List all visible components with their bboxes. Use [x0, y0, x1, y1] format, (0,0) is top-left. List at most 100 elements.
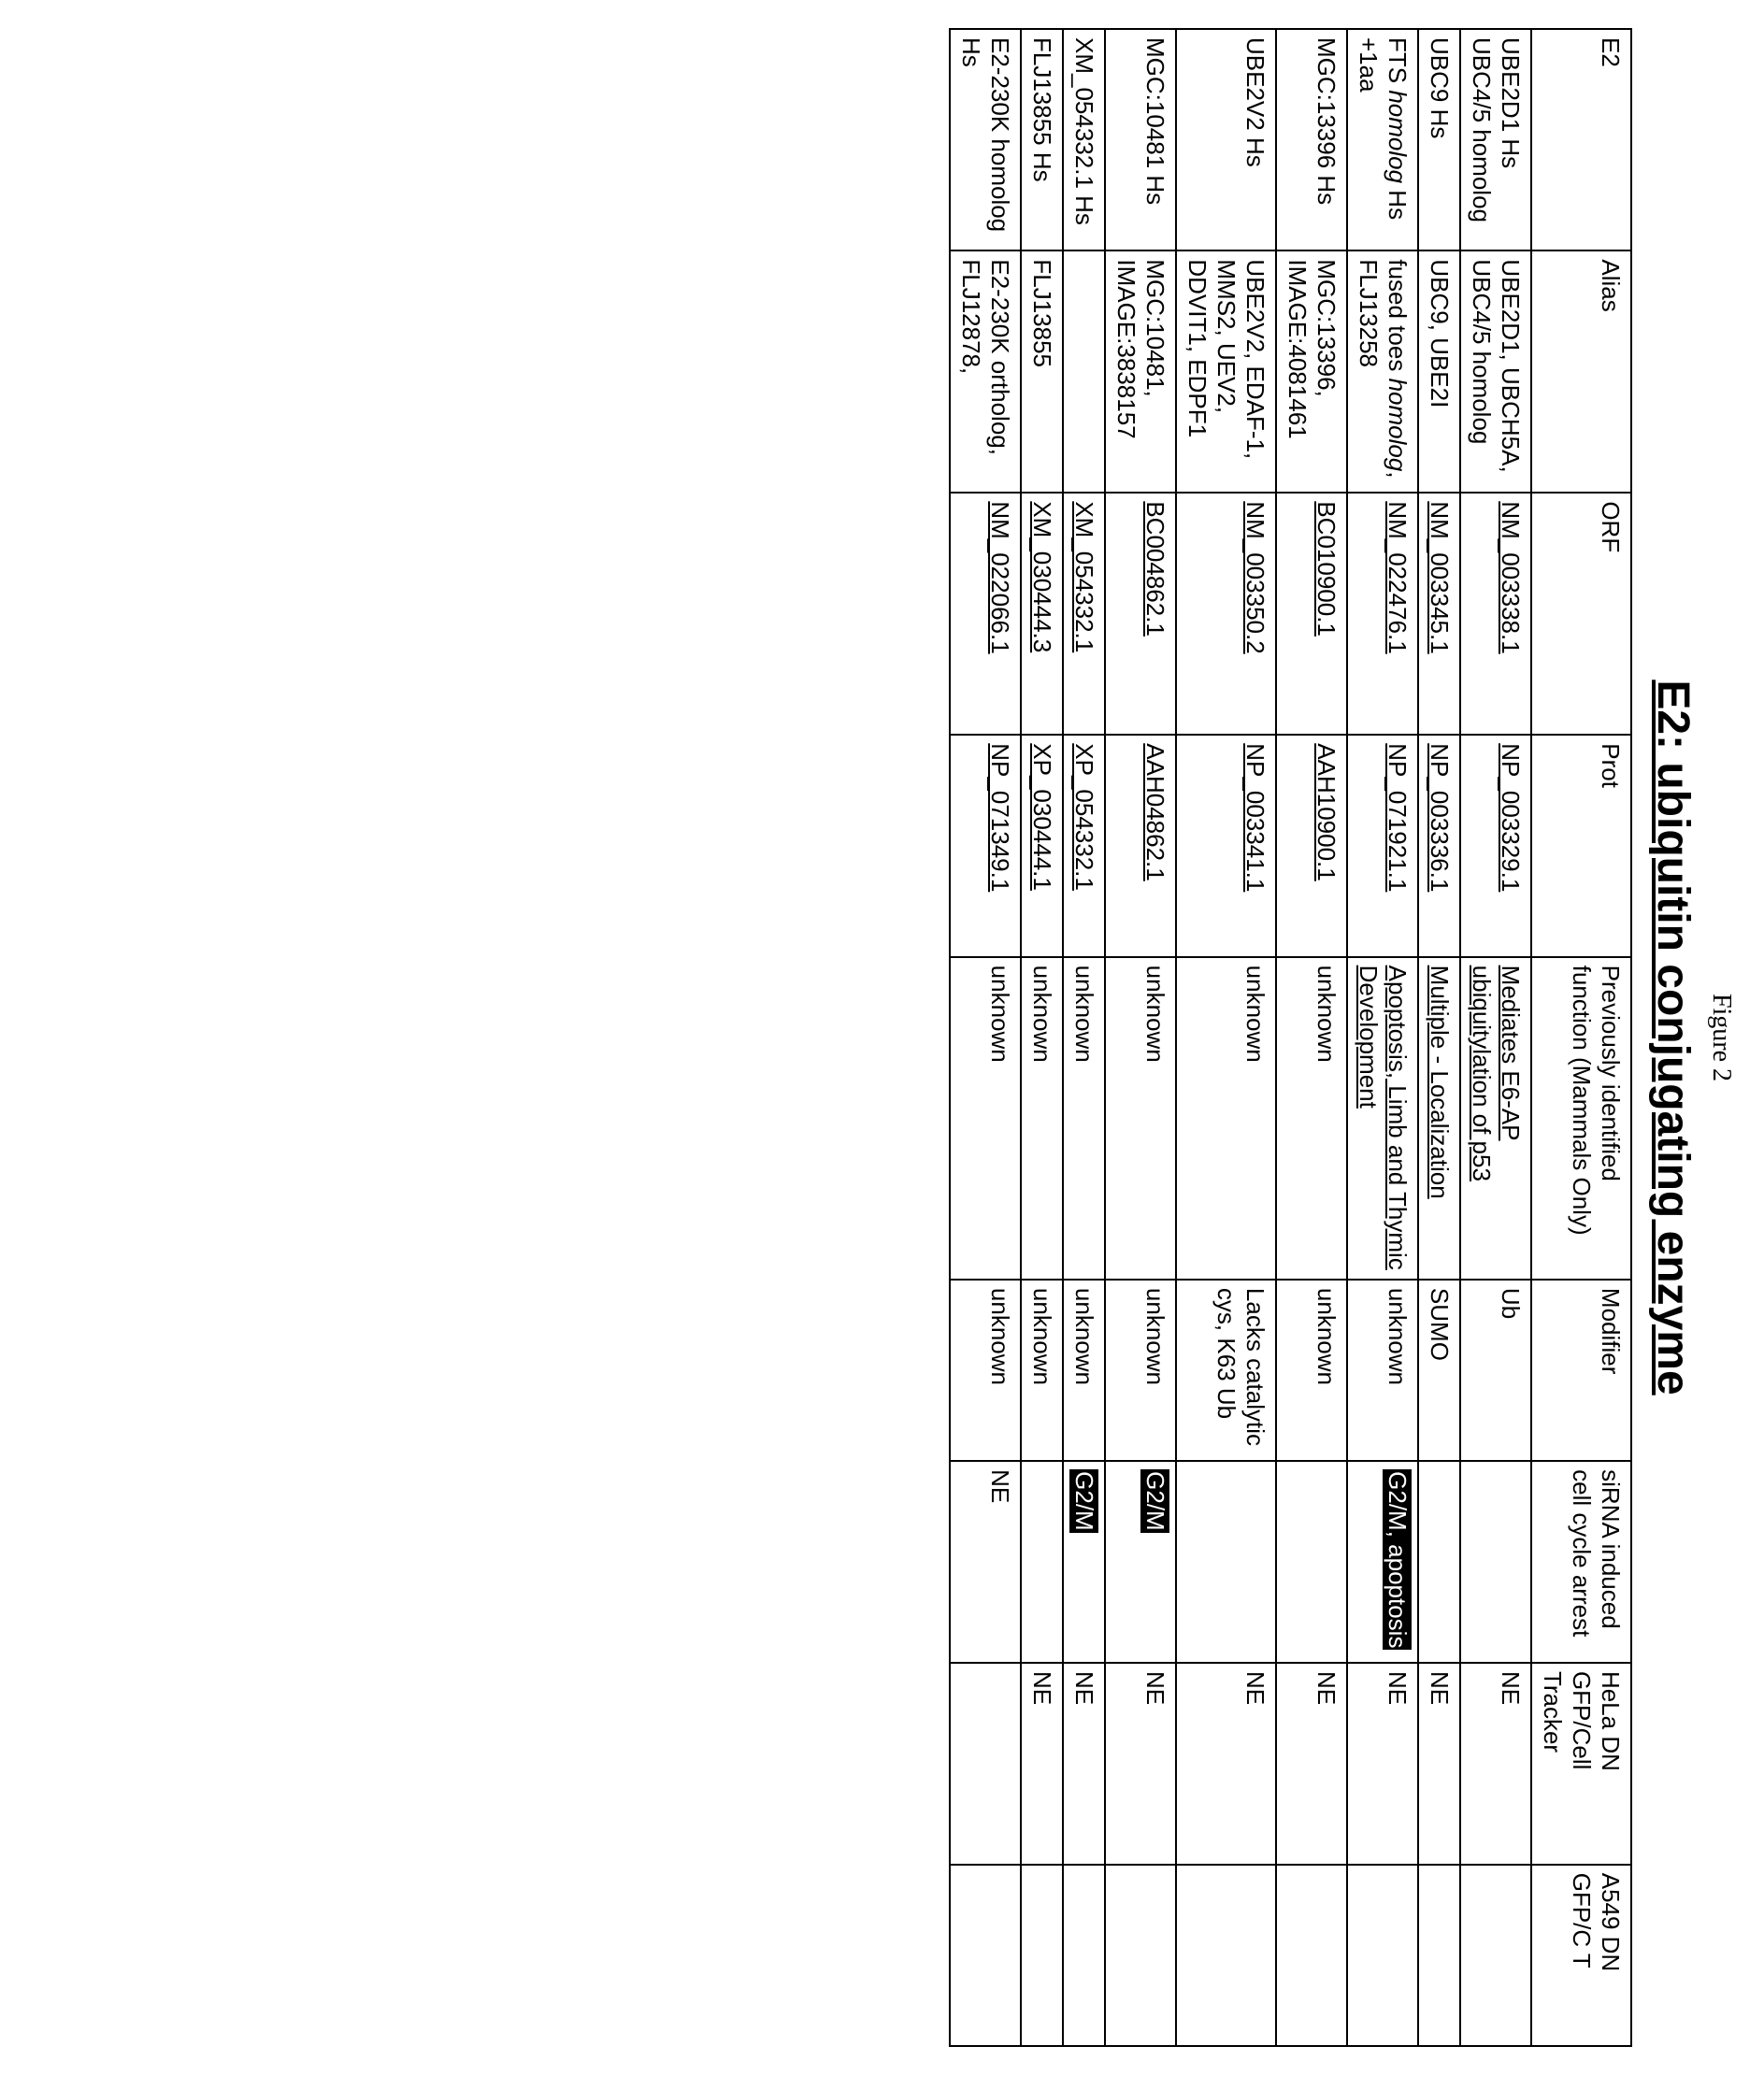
cell-modifier: Ub [1460, 1280, 1531, 1461]
table-row: MGC:10481 HsMGC:10481, IMAGE:3838157BC00… [1105, 29, 1176, 2046]
cell-a549 [1418, 1865, 1460, 2046]
cell-e2: UBE2D1 Hs UBC4/5 homolog [1460, 29, 1531, 250]
cell-orf: BC010900.1 [1276, 493, 1347, 735]
cell-a549 [1176, 1865, 1276, 2046]
cell-e2: E2-230K homolog Hs [950, 29, 1021, 250]
cell-modifier: unknown [1021, 1280, 1063, 1461]
table-row: FTS homolog Hs +1aafused toes homolog, F… [1347, 29, 1418, 2046]
col-sirna: siRNA induced cell cycle arrest [1531, 1461, 1631, 1663]
cell-alias: UBE2D1, UBCH5A, UBC4/5 homolog [1460, 250, 1531, 493]
cell-func: unknown [1063, 957, 1105, 1280]
cell-modifier: unknown [1276, 1280, 1347, 1461]
cell-func: Multiple - Localization [1418, 957, 1460, 1280]
table-row: MGC:13396 HsMGC:13396, IMAGE:4081461BC01… [1276, 29, 1347, 2046]
cell-e2: FTS homolog Hs +1aa [1347, 29, 1418, 250]
cell-orf: NM_022066.1 [950, 493, 1021, 735]
table-title: E2: ubiquitin conjugating enzyme [1647, 28, 1699, 2047]
cell-func: Apoptosis, Limb and Thymic Development [1347, 957, 1418, 1280]
cell-prot: XP_054332.1 [1063, 735, 1105, 956]
col-func: Previously identified function (Mammals … [1531, 957, 1631, 1280]
cell-sirna [1418, 1461, 1460, 1663]
cell-sirna [1276, 1461, 1347, 1663]
cell-prot: AAH04862.1 [1105, 735, 1176, 956]
cell-func: unknown [1021, 957, 1063, 1280]
cell-orf: NM_022476.1 [1347, 493, 1418, 735]
cell-a549 [1460, 1865, 1531, 2046]
cell-a549 [1276, 1865, 1347, 2046]
cell-sirna: G2/M, apoptosis [1347, 1461, 1418, 1663]
cell-alias: FLJ13855 [1021, 250, 1063, 493]
cell-orf: NM_003338.1 [1460, 493, 1531, 735]
cell-func: Mediates E6-AP ubiquitylation of p53 [1460, 957, 1531, 1280]
cell-prot: AAH10900.1 [1276, 735, 1347, 956]
cell-a549 [950, 1865, 1021, 2046]
cell-alias [1063, 250, 1105, 493]
cell-hela: NE [1276, 1663, 1347, 1865]
cell-hela: NE [1105, 1663, 1176, 1865]
cell-prot: NP_071921.1 [1347, 735, 1418, 956]
cell-prot: NP_003336.1 [1418, 735, 1460, 956]
e2-table: E2 Alias ORF Prot Previously identified … [949, 28, 1632, 2047]
table-row: FLJ13855 HsFLJ13855XM_030444.3XP_030444.… [1021, 29, 1063, 2046]
cell-sirna [1460, 1461, 1531, 1663]
col-prot: Prot [1531, 735, 1631, 956]
cell-a549 [1105, 1865, 1176, 2046]
cell-e2: UBE2V2 Hs [1176, 29, 1276, 250]
cell-orf: XM_030444.3 [1021, 493, 1063, 735]
cell-a549 [1063, 1865, 1105, 2046]
cell-alias: UBE2V2, EDAF-1, MMS2, UEV2, DDVIT1, EDPF… [1176, 250, 1276, 493]
col-alias: Alias [1531, 250, 1631, 493]
cell-hela: NE [1418, 1663, 1460, 1865]
cell-modifier: unknown [1063, 1280, 1105, 1461]
cell-e2: UBC9 Hs [1418, 29, 1460, 250]
table-row: UBE2D1 Hs UBC4/5 homologUBE2D1, UBCH5A, … [1460, 29, 1531, 2046]
cell-orf: BC004862.1 [1105, 493, 1176, 735]
cell-modifier: Lacks catalytic cys, K63 Ub [1176, 1280, 1276, 1461]
cell-orf: NM_003345.1 [1418, 493, 1460, 735]
cell-prot: NP_003341.1 [1176, 735, 1276, 956]
cell-e2: XM_054332.1 Hs [1063, 29, 1105, 250]
cell-a549 [1021, 1865, 1063, 2046]
cell-func: unknown [950, 957, 1021, 1280]
cell-sirna [1021, 1461, 1063, 1663]
cell-func: unknown [1176, 957, 1276, 1280]
cell-alias: fused toes homolog, FLJ13258 [1347, 250, 1418, 493]
cell-alias: MGC:10481, IMAGE:3838157 [1105, 250, 1176, 493]
col-e2: E2 [1531, 29, 1631, 250]
table-row: E2-230K homolog HsE2-230K ortholog, FLJ1… [950, 29, 1021, 2046]
cell-hela: NE [1021, 1663, 1063, 1865]
table-row: UBE2V2 HsUBE2V2, EDAF-1, MMS2, UEV2, DDV… [1176, 29, 1276, 2046]
cell-modifier: unknown [1105, 1280, 1176, 1461]
col-hela: HeLa DN GFP/Cell Tracker [1531, 1663, 1631, 1865]
cell-modifier: SUMO [1418, 1280, 1460, 1461]
cell-sirna: G2/M [1105, 1461, 1176, 1663]
cell-hela [950, 1663, 1021, 1865]
figure-label: Figure 2 [1706, 28, 1736, 2047]
cell-modifier: unknown [950, 1280, 1021, 1461]
cell-sirna: G2/M [1063, 1461, 1105, 1663]
cell-func: unknown [1276, 957, 1347, 1280]
cell-alias: MGC:13396, IMAGE:4081461 [1276, 250, 1347, 493]
table-row: UBC9 HsUBC9, UBE2INM_003345.1NP_003336.1… [1418, 29, 1460, 2046]
cell-modifier: unknown [1347, 1280, 1418, 1461]
cell-sirna [1176, 1461, 1276, 1663]
cell-prot: NP_071349.1 [950, 735, 1021, 956]
cell-e2: MGC:10481 Hs [1105, 29, 1176, 250]
cell-sirna: NE [950, 1461, 1021, 1663]
cell-orf: XM_054332.1 [1063, 493, 1105, 735]
cell-e2: FLJ13855 Hs [1021, 29, 1063, 250]
cell-hela: NE [1176, 1663, 1276, 1865]
cell-alias: UBC9, UBE2I [1418, 250, 1460, 493]
cell-e2: MGC:13396 Hs [1276, 29, 1347, 250]
col-orf: ORF [1531, 493, 1631, 735]
cell-alias: E2-230K ortholog, FLJ12878, [950, 250, 1021, 493]
cell-func: unknown [1105, 957, 1176, 1280]
cell-orf: NM_003350.2 [1176, 493, 1276, 735]
cell-hela: NE [1063, 1663, 1105, 1865]
cell-prot: XP_030444.1 [1021, 735, 1063, 956]
cell-a549 [1347, 1865, 1418, 2046]
cell-hela: NE [1460, 1663, 1531, 1865]
table-row: XM_054332.1 HsXM_054332.1XP_054332.1unkn… [1063, 29, 1105, 2046]
cell-hela: NE [1347, 1663, 1418, 1865]
col-a549: A549 DN GFP/C T [1531, 1865, 1631, 2046]
